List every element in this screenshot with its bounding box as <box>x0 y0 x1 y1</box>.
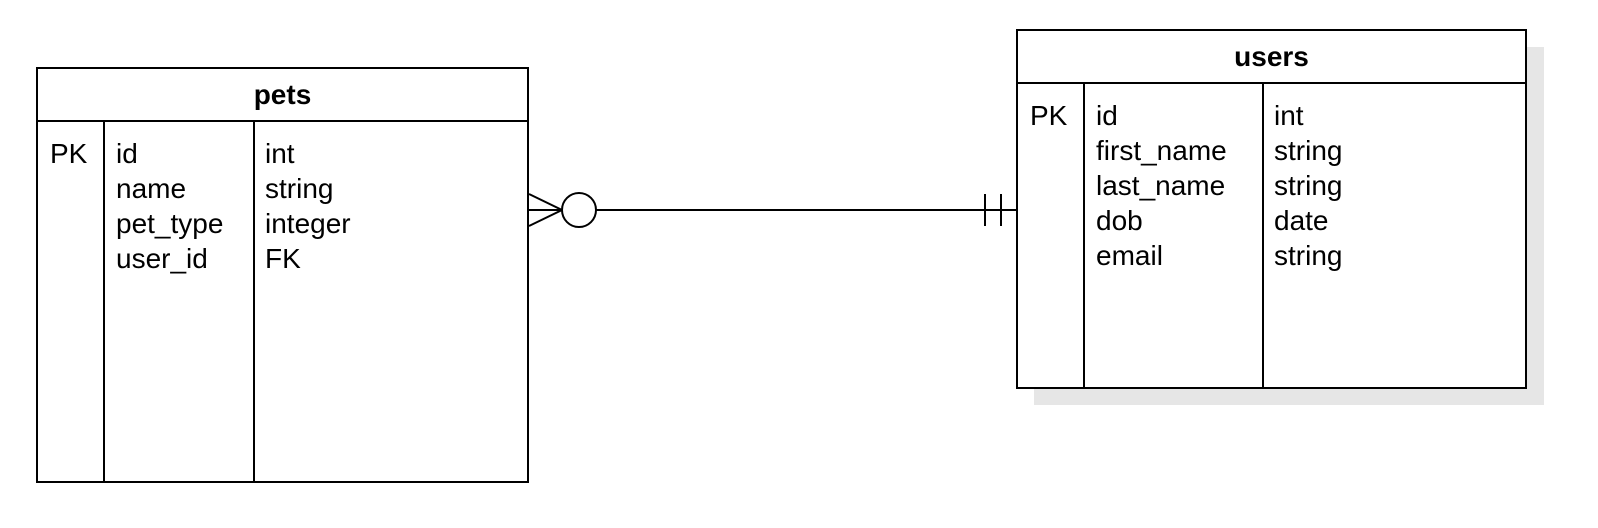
users-field-type: date <box>1274 205 1329 236</box>
users-field-type: int <box>1274 100 1304 131</box>
pets-field-name: user_id <box>116 243 208 274</box>
pets-field-type: integer <box>265 208 351 239</box>
users-field-type: string <box>1274 170 1343 201</box>
zero-or-many-icon <box>528 192 597 228</box>
users-name-column <box>1085 84 1264 387</box>
pets-field-type: int <box>265 138 295 169</box>
one-and-only-one-icon <box>984 194 1002 226</box>
pets-field-name: name <box>116 173 187 204</box>
users-field-name: dob <box>1096 205 1143 236</box>
pets-field-type: string <box>265 173 334 204</box>
users-field-type: string <box>1274 135 1343 166</box>
users-field-name: last_name <box>1096 170 1226 201</box>
users-key-column <box>1018 84 1085 387</box>
pets-name-column <box>105 122 255 481</box>
pets-entity[interactable]: pets PK id int name string pet_type inte… <box>36 67 529 483</box>
users-key-cell: PK <box>1030 100 1068 131</box>
pets-entity-title: pets <box>38 69 527 122</box>
users-field-type: string <box>1274 240 1343 271</box>
users-field-name: first_name <box>1096 135 1227 166</box>
users-entity-title: users <box>1018 31 1525 84</box>
users-field-name: email <box>1096 240 1163 271</box>
users-entity[interactable]: users PK id int first_name string last_n… <box>1016 29 1527 389</box>
pets-key-cell: PK <box>50 138 88 169</box>
pets-key-column <box>38 122 105 481</box>
pets-field-type: FK <box>265 243 301 274</box>
pets-field-name: pet_type <box>116 208 224 239</box>
pets-field-name: id <box>116 138 138 169</box>
users-field-name: id <box>1096 100 1118 131</box>
